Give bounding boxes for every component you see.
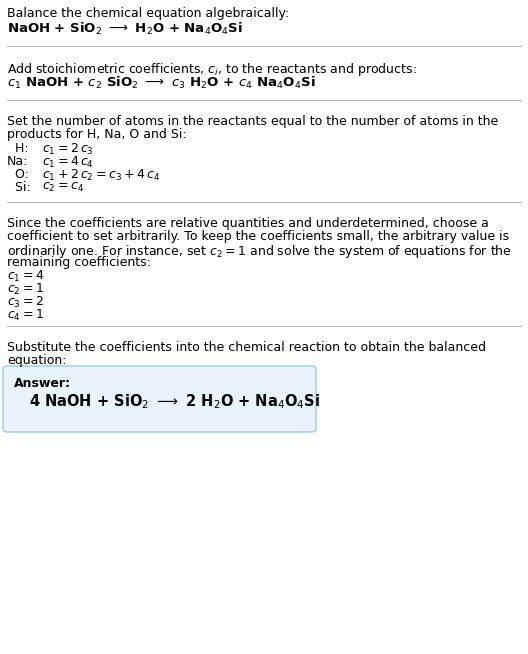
Text: $c_1 = 4\,c_4$: $c_1 = 4\,c_4$ [42, 155, 94, 170]
Text: $c_3 = 2$: $c_3 = 2$ [7, 295, 44, 310]
Text: products for H, Na, O and Si:: products for H, Na, O and Si: [7, 128, 186, 141]
Text: $c_2 = c_4$: $c_2 = c_4$ [42, 181, 84, 194]
Text: ordinarily one. For instance, set $c_2 = 1$ and solve the system of equations fo: ordinarily one. For instance, set $c_2 =… [7, 243, 512, 260]
Text: Since the coefficients are relative quantities and underdetermined, choose a: Since the coefficients are relative quan… [7, 217, 489, 230]
Text: $c_1 = 2\,c_3$: $c_1 = 2\,c_3$ [42, 142, 94, 157]
Text: $c_1$ NaOH + $c_2$ SiO$_2$ $\longrightarrow$ $c_3$ H$_2$O + $c_4$ Na$_4$O$_4$Si: $c_1$ NaOH + $c_2$ SiO$_2$ $\longrightar… [7, 75, 316, 91]
Text: NaOH + SiO$_2$ $\longrightarrow$ H$_2$O + Na$_4$O$_4$Si: NaOH + SiO$_2$ $\longrightarrow$ H$_2$O … [7, 21, 243, 37]
FancyBboxPatch shape [3, 366, 316, 432]
Text: $c_4 = 1$: $c_4 = 1$ [7, 308, 44, 323]
Text: coefficient to set arbitrarily. To keep the coefficients small, the arbitrary va: coefficient to set arbitrarily. To keep … [7, 230, 509, 243]
Text: $c_1 = 4$: $c_1 = 4$ [7, 269, 44, 284]
Text: Substitute the coefficients into the chemical reaction to obtain the balanced: Substitute the coefficients into the che… [7, 341, 486, 354]
Text: Si:: Si: [7, 181, 31, 194]
Text: Set the number of atoms in the reactants equal to the number of atoms in the: Set the number of atoms in the reactants… [7, 115, 498, 128]
Text: equation:: equation: [7, 354, 67, 367]
Text: 4 NaOH + SiO$_2$ $\longrightarrow$ 2 H$_2$O + Na$_4$O$_4$Si: 4 NaOH + SiO$_2$ $\longrightarrow$ 2 H$_… [29, 392, 320, 411]
Text: H:: H: [7, 142, 29, 155]
Text: O:: O: [7, 168, 29, 181]
Text: Na:: Na: [7, 155, 29, 168]
Text: Add stoichiometric coefficients, $c_i$, to the reactants and products:: Add stoichiometric coefficients, $c_i$, … [7, 61, 417, 78]
Text: $c_1 + 2\,c_2 = c_3 + 4\,c_4$: $c_1 + 2\,c_2 = c_3 + 4\,c_4$ [42, 168, 160, 183]
Text: Balance the chemical equation algebraically:: Balance the chemical equation algebraica… [7, 7, 289, 20]
Text: Answer:: Answer: [14, 377, 71, 390]
Text: $c_2 = 1$: $c_2 = 1$ [7, 282, 44, 297]
Text: remaining coefficients:: remaining coefficients: [7, 256, 151, 269]
